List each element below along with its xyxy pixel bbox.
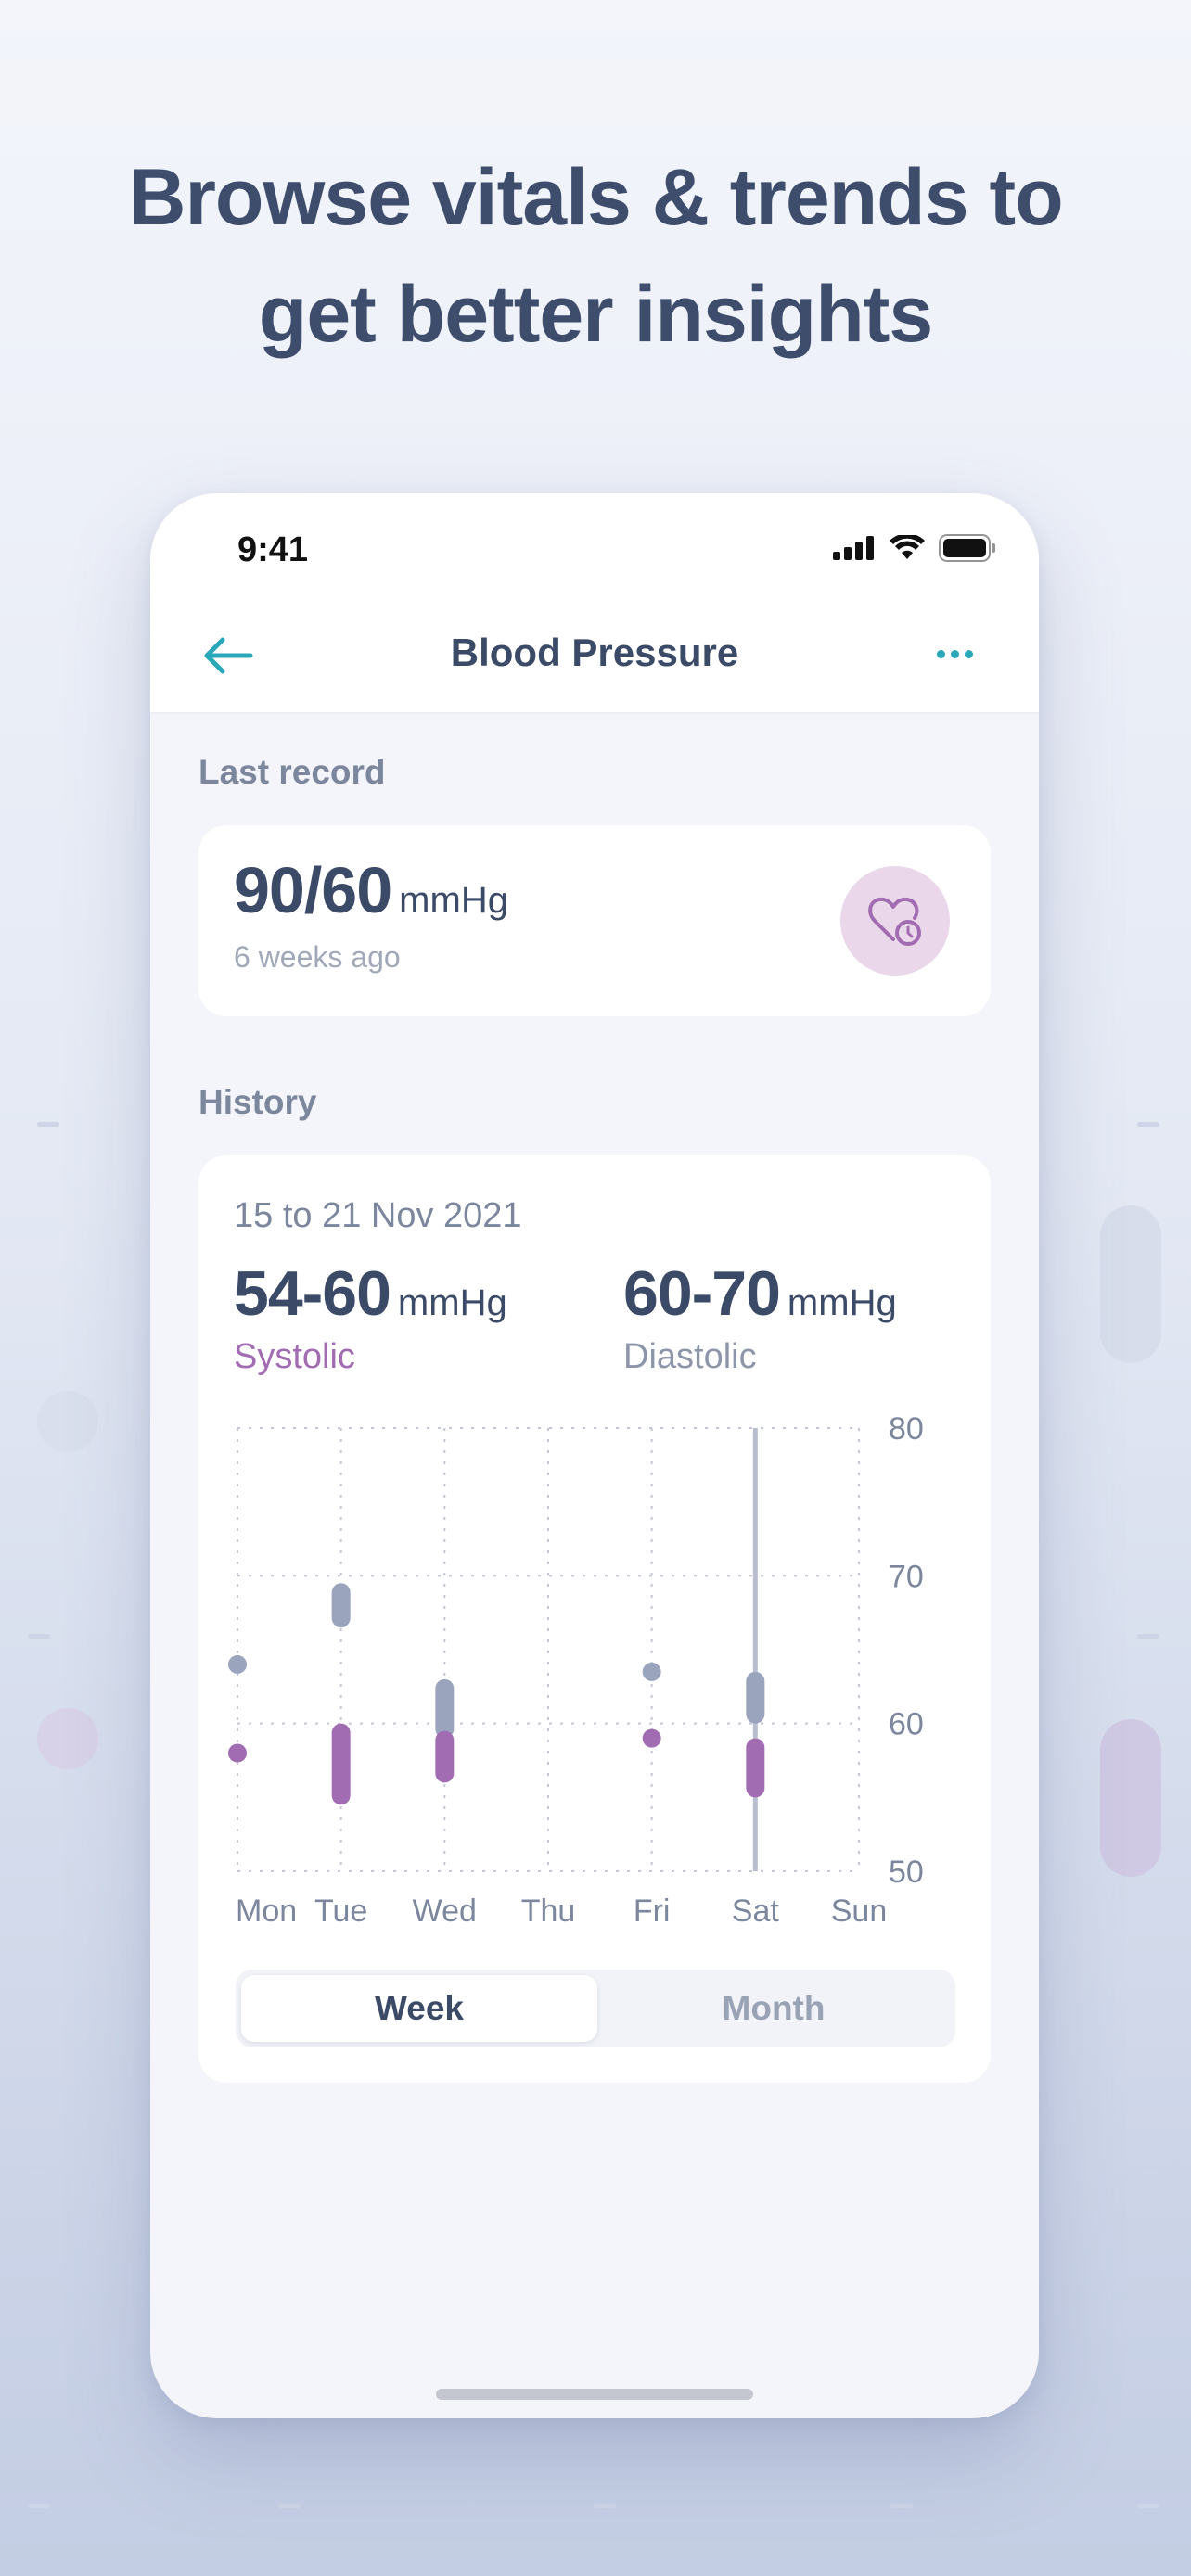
more-dot (965, 649, 973, 658)
y-tick-label: 50 (889, 1855, 924, 1890)
last-record-time: 6 weeks ago (234, 940, 401, 974)
x-tick-label: Wed (413, 1894, 477, 1929)
x-tick-label: Mon (236, 1894, 297, 1929)
diastolic-range-bar (331, 1583, 351, 1628)
systolic-stat: 54-60 mmHg (234, 1257, 507, 1330)
y-tick-label: 70 (889, 1559, 924, 1594)
diastolic-unit: mmHg (787, 1282, 897, 1323)
top-bar: 9:41 Blood Pressure (150, 493, 1039, 714)
decor-dash (594, 2504, 616, 2508)
decor-circle (37, 1708, 98, 1769)
signal-icon (833, 536, 874, 560)
decor-dash (1137, 2504, 1159, 2508)
battery-icon (939, 534, 995, 562)
segment-week[interactable]: Week (241, 1975, 597, 2042)
x-tick-label: Sat (732, 1894, 780, 1929)
more-dot (951, 649, 959, 658)
blood-pressure-chart[interactable]: 80 70 60 50 Mon Tue Wed Thu Fri Sat Sun (198, 1155, 991, 1971)
decor-dash (28, 2504, 50, 2508)
decor-circle (37, 1391, 98, 1452)
home-indicator (436, 2389, 753, 2400)
systolic-point (642, 1728, 661, 1748)
marketing-headline: Browse vitals & trends to get better ins… (0, 139, 1191, 373)
heart-badge (840, 866, 950, 976)
decor-dash (890, 2504, 913, 2508)
history-date-range: 15 to 21 Nov 2021 (234, 1196, 522, 1235)
decor-dash (278, 2504, 301, 2508)
last-record-label: Last record (198, 753, 386, 791)
diastolic-point (642, 1662, 661, 1681)
period-segmented-control: Week Month (236, 1970, 955, 2047)
decor-dash (1137, 2170, 1159, 2174)
decor-dash (28, 2170, 50, 2174)
decor-dash (37, 1122, 59, 1127)
last-record-value-group: 90/60 mmHg (234, 853, 508, 927)
back-button[interactable] (202, 632, 258, 679)
decor-pill (1100, 1205, 1161, 1363)
status-icons (833, 534, 996, 562)
status-time: 9:41 (237, 530, 309, 569)
page-title: Blood Pressure (450, 631, 739, 674)
systolic-value: 54-60 (234, 1258, 391, 1329)
x-tick-label: Thu (521, 1894, 576, 1929)
systolic-range-bar (435, 1730, 455, 1783)
systolic-label: Systolic (234, 1337, 355, 1376)
systolic-range-bar (746, 1738, 765, 1798)
x-tick-label: Sun (831, 1894, 888, 1929)
arrow-left-icon (204, 637, 253, 674)
diastolic-range-bar (746, 1671, 765, 1724)
diastolic-value: 60-70 (623, 1258, 781, 1329)
x-tick-label: Fri (634, 1894, 671, 1929)
headline-line-1: Browse vitals & trends to (128, 153, 1063, 242)
last-record-value: 90/60 (234, 854, 392, 926)
x-tick-label: Tue (314, 1894, 367, 1929)
segment-month[interactable]: Month (722, 1989, 826, 2027)
decor-pill (1100, 1719, 1161, 1877)
y-tick-label: 80 (889, 1411, 924, 1447)
last-record-unit: mmHg (399, 880, 508, 921)
systolic-unit: mmHg (397, 1282, 507, 1323)
systolic-point (228, 1743, 247, 1763)
diastolic-stat: 60-70 mmHg (623, 1257, 897, 1330)
systolic-range-bar (331, 1723, 351, 1805)
y-tick-label: 60 (889, 1707, 924, 1742)
last-record-card[interactable]: 90/60 mmHg 6 weeks ago (198, 825, 991, 1016)
phone-screen: 9:41 Blood Pressure (150, 493, 1039, 2418)
more-horizontal-icon (937, 649, 945, 658)
decor-dash (28, 1634, 50, 1639)
decor-dash (1137, 1634, 1159, 1639)
diastolic-point (228, 1654, 247, 1674)
diastolic-label: Diastolic (623, 1337, 757, 1376)
diastolic-range-bar (435, 1678, 455, 1739)
headline-line-2: get better insights (258, 270, 933, 359)
decor-dash (1137, 1122, 1159, 1127)
heart-clock-icon (868, 897, 921, 946)
wifi-icon (890, 535, 925, 559)
more-options-button[interactable] (937, 640, 983, 668)
history-label: History (198, 1083, 317, 1121)
history-card: 15 to 21 Nov 2021 54-60 mmHg Systolic 60-… (198, 1155, 991, 2083)
